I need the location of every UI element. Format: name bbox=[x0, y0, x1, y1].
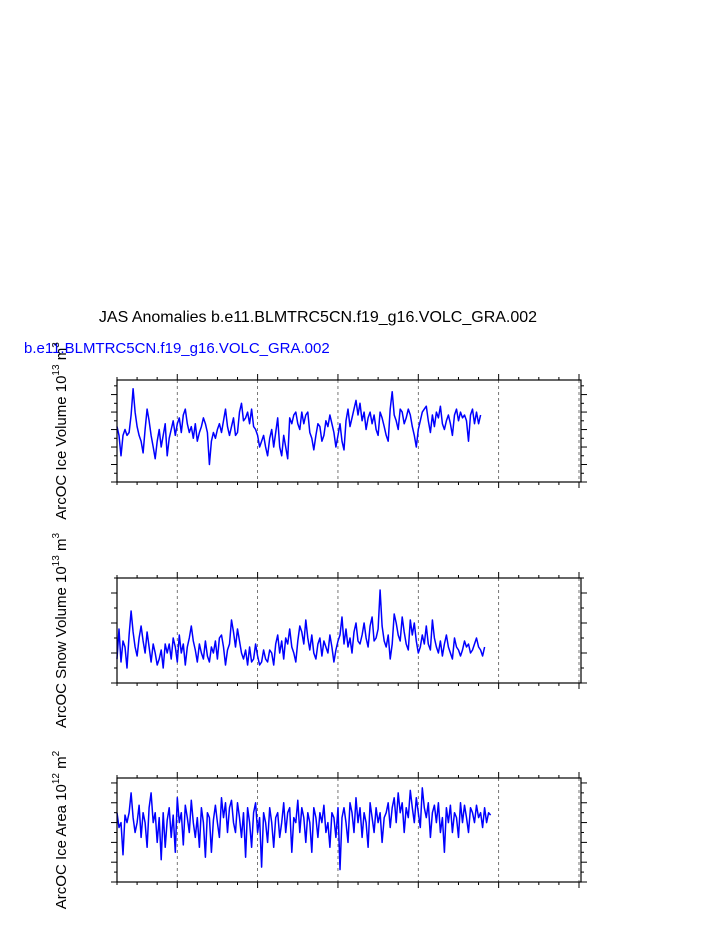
y-label-unit-exponent: 3 bbox=[51, 342, 62, 348]
y-label-unit: m bbox=[53, 348, 70, 365]
y-label-text: ArcOC Ice Volume 10 bbox=[53, 376, 70, 520]
plot-frame bbox=[116, 379, 582, 483]
y-label-text: ArcOC Ice Area 10 bbox=[53, 784, 70, 909]
legend-label: b.e11.BLMTRC5CN.f19_g16.VOLC_GRA.002 bbox=[24, 340, 330, 357]
plot-frame bbox=[116, 777, 582, 883]
series-line bbox=[116, 787, 492, 871]
y-axis-label: ArcOC Snow Volume 1013 m3 bbox=[51, 533, 70, 729]
y-label-exponent: 13 bbox=[51, 364, 62, 376]
y-label-unit: m bbox=[53, 539, 70, 556]
panel-1: ArcOC Ice Volume 1013 m3 bbox=[51, 342, 587, 520]
y-label-exponent: 12 bbox=[51, 773, 62, 785]
y-axis-label: ArcOC Ice Volume 1013 m3 bbox=[51, 342, 70, 520]
y-label-exponent: 13 bbox=[51, 555, 62, 567]
series-line bbox=[116, 589, 486, 669]
chart-title: JAS Anomalies b.e11.BLMTRC5CN.f19_g16.VO… bbox=[99, 309, 537, 326]
panel-2: ArcOC Snow Volume 1013 m3 bbox=[51, 533, 587, 729]
y-label-unit-exponent: 3 bbox=[51, 533, 62, 539]
y-label-text: ArcOC Snow Volume 10 bbox=[53, 566, 70, 728]
series-line bbox=[116, 387, 482, 466]
y-label-unit-exponent: 2 bbox=[51, 750, 62, 756]
y-label-unit: m bbox=[53, 756, 70, 773]
plot-frame bbox=[116, 577, 582, 684]
y-axis-label: ArcOC Ice Area 1012 m2 bbox=[51, 750, 70, 909]
panel-3: ArcOC Ice Area 1012 m2 bbox=[51, 750, 587, 909]
